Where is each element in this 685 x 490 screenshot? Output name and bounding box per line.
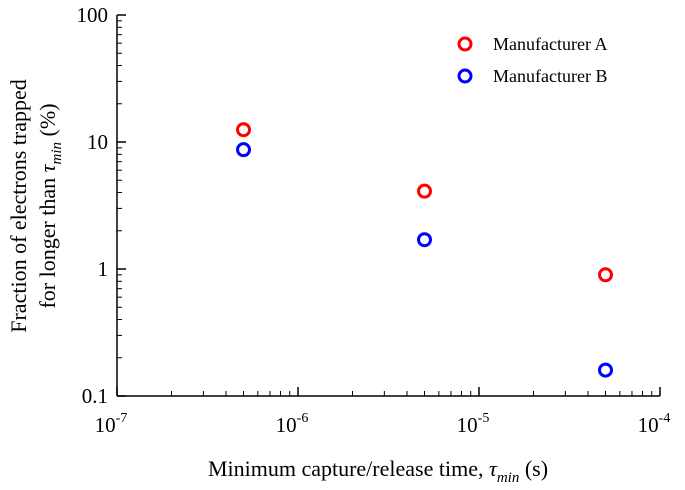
x-axis-title: Minimum capture/release time, τmin (s) bbox=[208, 456, 548, 486]
legend-marker bbox=[457, 68, 473, 84]
x-tick-label: 10-7 bbox=[95, 411, 128, 437]
x-tick-label-exponent: -4 bbox=[659, 411, 671, 426]
y-axis-title-line1: Fraction of electrons trapped bbox=[6, 79, 31, 333]
y-axis-title-unit: (%) bbox=[35, 103, 60, 141]
x-tick-label-base: 10 bbox=[457, 413, 478, 437]
series-a bbox=[236, 122, 614, 283]
x-tick-label-exponent: -7 bbox=[116, 411, 128, 426]
legend-label: Manufacturer A bbox=[493, 34, 607, 54]
data-points bbox=[236, 122, 614, 378]
x-axis-title-unit: (s) bbox=[519, 456, 548, 481]
x-tick-label-exponent: -5 bbox=[478, 411, 490, 426]
data-point bbox=[236, 122, 252, 138]
legend-label: Manufacturer B bbox=[493, 66, 607, 86]
y-tick-label: 100 bbox=[77, 3, 109, 27]
data-point bbox=[598, 362, 614, 378]
x-tick-label-base: 10 bbox=[276, 413, 297, 437]
legend: Manufacturer A Manufacturer B bbox=[457, 34, 607, 86]
y-axis-title-line2-text: for longer than bbox=[35, 172, 60, 308]
x-tick-label: 10-4 bbox=[638, 411, 671, 437]
y-tick-label: 0.1 bbox=[82, 384, 108, 408]
y-axis-title-symbol: τ bbox=[35, 163, 60, 172]
data-point bbox=[417, 232, 433, 248]
x-tick-label: 10-6 bbox=[276, 411, 309, 437]
x-tick-label-base: 10 bbox=[638, 413, 659, 437]
data-point bbox=[417, 183, 433, 199]
y-axis-title-line2: for longer than τmin (%) bbox=[35, 103, 65, 308]
y-axis-title-subscript: min bbox=[49, 142, 65, 165]
x-tick-label-exponent: -6 bbox=[297, 411, 309, 426]
x-axis-title-subscript: min bbox=[497, 470, 520, 486]
y-tick-label: 10 bbox=[87, 130, 108, 154]
data-point bbox=[236, 142, 252, 158]
series-b bbox=[236, 142, 614, 378]
axes bbox=[116, 15, 660, 397]
x-tick-label: 10-5 bbox=[457, 411, 490, 437]
y-tick-label: 1 bbox=[98, 257, 109, 281]
legend-marker bbox=[457, 36, 473, 52]
data-point bbox=[598, 267, 614, 283]
x-axis-title-symbol: τ bbox=[489, 456, 498, 481]
x-axis-title-text: Minimum capture/release time, bbox=[208, 456, 489, 481]
x-tick-label-base: 10 bbox=[95, 413, 116, 437]
